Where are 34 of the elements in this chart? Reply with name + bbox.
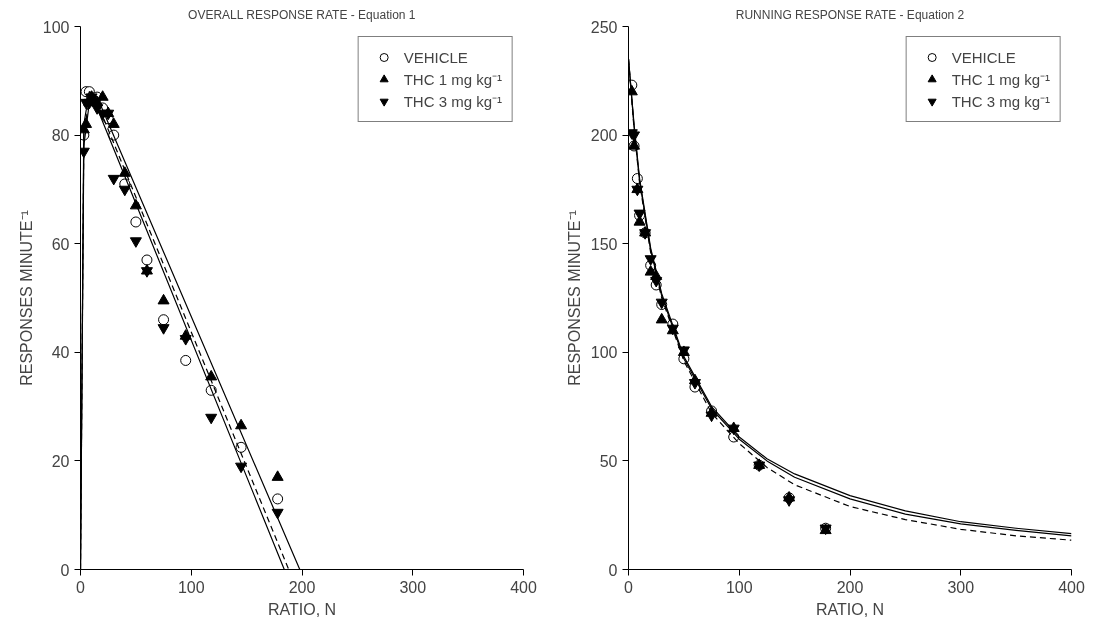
x-tick-label: 200 [288, 578, 316, 596]
y-tick-label: 250 [590, 18, 618, 36]
y-tick-label: 200 [590, 127, 618, 145]
x-axis-title: RATIO, N [267, 600, 337, 618]
y-axis-title: RESPONSES MINUTE⁻¹ [17, 210, 35, 386]
x-tick-label: 100 [177, 578, 205, 596]
x-tick-label: 400 [510, 578, 537, 596]
legend-label: THC 1 mg kg⁻¹ [403, 70, 502, 89]
y-tick-label: 150 [590, 235, 618, 253]
legend-label: VEHICLE [403, 48, 468, 66]
y-tick-label: 80 [51, 127, 70, 145]
chart-title: OVERALL RESPONSE RATE - Equation 1 [188, 7, 416, 22]
x-tick-label: 300 [399, 578, 427, 596]
y-tick-label: 0 [608, 561, 618, 579]
y-tick-label: 100 [590, 344, 618, 362]
y-tick-label: 60 [51, 235, 70, 253]
x-tick-label: 200 [836, 578, 864, 596]
y-tick-label: 40 [51, 344, 70, 362]
x-axis-title: RATIO, N [815, 600, 885, 618]
legend-label: THC 1 mg kg⁻¹ [951, 70, 1050, 89]
legend-label: THC 3 mg kg⁻¹ [403, 92, 502, 111]
x-tick-label: 100 [725, 578, 753, 596]
y-tick-label: 50 [599, 452, 618, 470]
x-tick-label: 0 [624, 578, 634, 596]
y-tick-label: 100 [42, 18, 70, 36]
y-tick-label: 20 [51, 452, 70, 470]
legend-label: THC 3 mg kg⁻¹ [951, 92, 1050, 111]
y-axis-title: RESPONSES MINUTE⁻¹ [565, 210, 583, 386]
x-tick-label: 300 [947, 578, 975, 596]
legend-label: VEHICLE [951, 48, 1016, 66]
y-tick-label: 0 [60, 561, 70, 579]
x-tick-label: 0 [76, 578, 86, 596]
chart-title: RUNNING RESPONSE RATE - Equation 2 [735, 7, 965, 22]
x-tick-label: 400 [1058, 578, 1085, 596]
